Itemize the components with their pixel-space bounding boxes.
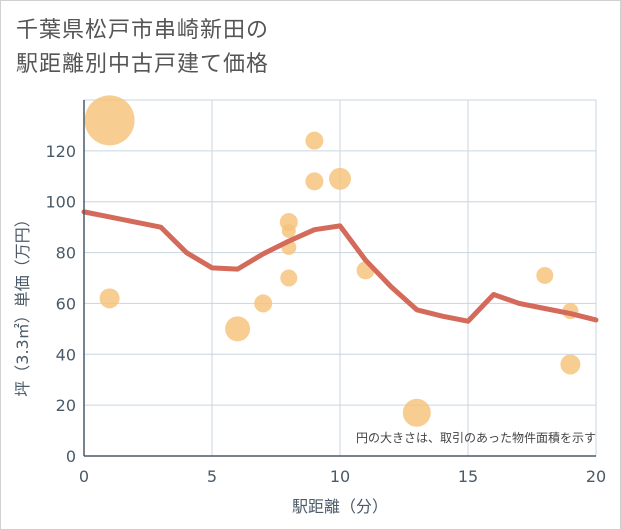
data-point xyxy=(402,398,431,427)
y-tick-label: 20 xyxy=(56,396,76,415)
chart-title-line1: 千葉県松戸市串崎新田の xyxy=(16,18,270,43)
data-point xyxy=(254,294,273,313)
data-point xyxy=(305,131,324,150)
y-tick-label: 40 xyxy=(56,345,76,364)
chart-title-line2: 駅距離別中古戸建て価格 xyxy=(16,52,270,77)
y-tick-label: 60 xyxy=(56,294,76,313)
grid xyxy=(83,99,597,457)
x-tick-label: 10 xyxy=(330,467,350,486)
axes xyxy=(83,100,596,457)
data-point xyxy=(305,172,324,191)
bubbles xyxy=(84,95,581,427)
y-tick-label: 100 xyxy=(45,193,76,212)
data-point xyxy=(280,269,298,287)
data-point xyxy=(99,288,120,309)
line-series xyxy=(81,209,599,324)
y-tick-label: 80 xyxy=(56,244,76,263)
data-point xyxy=(281,223,296,238)
data-point xyxy=(225,316,251,342)
y-axis-title: 坪（3.3㎡）単価（万円） xyxy=(13,211,32,396)
x-tick-label: 0 xyxy=(79,467,89,486)
y-tick-label: 120 xyxy=(45,142,76,161)
data-point xyxy=(329,167,351,190)
data-point xyxy=(536,266,554,284)
bubble-size-note: 円の大きさは、取引のあった物件面積を示す xyxy=(356,430,596,445)
tick-labels: 0 20 40 60 80 100 120 0 5 10 15 20 xyxy=(45,142,606,486)
x-tick-label: 5 xyxy=(207,467,217,486)
average-price-line xyxy=(81,209,599,324)
data-point xyxy=(84,95,135,146)
x-tick-label: 15 xyxy=(458,467,478,486)
x-tick-label: 20 xyxy=(586,467,606,486)
data-point xyxy=(560,354,581,375)
chart-title: 千葉県松戸市串崎新田の 駅距離別中古戸建て価格 xyxy=(16,14,269,82)
x-axis-title: 駅距離（分） xyxy=(292,497,388,516)
y-tick-label: 0 xyxy=(66,447,76,466)
